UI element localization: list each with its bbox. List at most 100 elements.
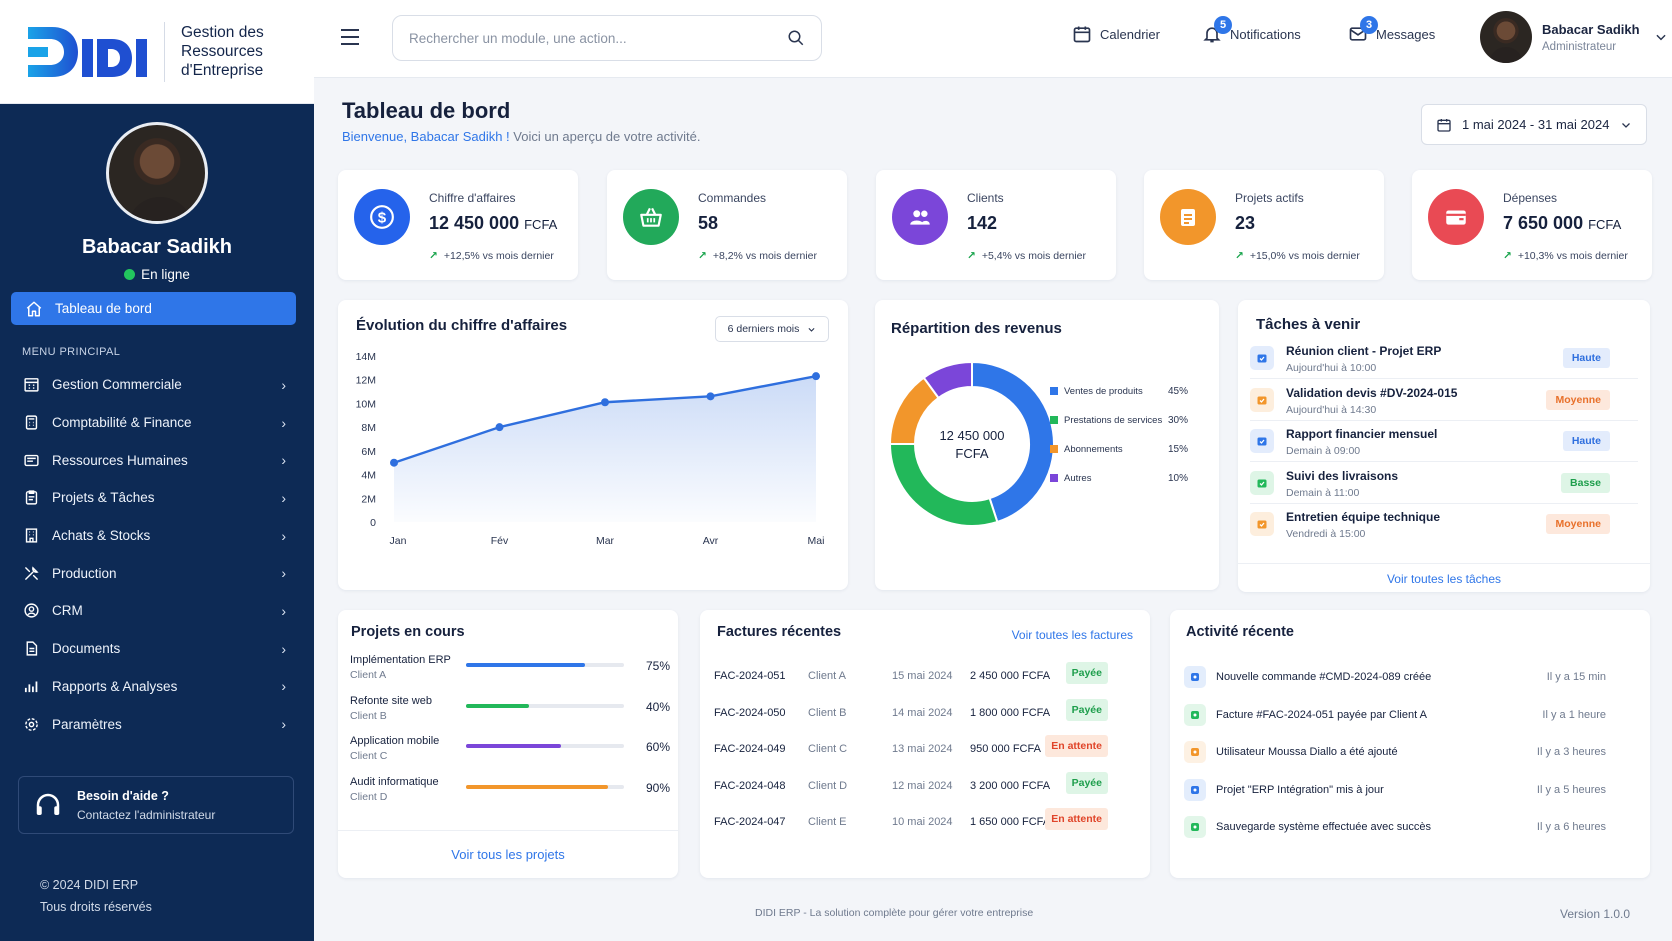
chevron-right-icon: › bbox=[281, 565, 286, 582]
sidebar-item-label: Achats & Stocks bbox=[52, 528, 151, 544]
invoice-id: FAC-2024-051 bbox=[714, 670, 786, 682]
progress-fill bbox=[466, 784, 609, 789]
kpi-trend-text: +8,2% vs mois dernier bbox=[712, 250, 817, 262]
data-point[interactable] bbox=[812, 372, 820, 381]
activity-item[interactable]: Projet "ERP Intégration" mis à jour Il y… bbox=[1184, 777, 1606, 807]
x-tick-label: Avr bbox=[703, 535, 719, 547]
kpi-trend-text: +10,3% vs mois dernier bbox=[1517, 250, 1628, 262]
menu-toggle-button[interactable] bbox=[340, 28, 360, 51]
user-name: Babacar Sadikh bbox=[1542, 21, 1640, 37]
document-icon bbox=[1250, 387, 1274, 412]
task-item[interactable]: Validation devis #DV-2024-015 Aujourd'hu… bbox=[1250, 384, 1610, 428]
project-progress: 90% bbox=[645, 780, 670, 795]
sidebar-item-documents[interactable]: Documents › bbox=[0, 630, 314, 668]
task-time: Aujourd'hui à 10:00 bbox=[1286, 362, 1377, 374]
sidebar-item-rapports[interactable]: Rapports & Analyses › bbox=[0, 668, 314, 706]
project-item[interactable]: Refonte site web Client B 40% bbox=[350, 695, 670, 735]
activity-item[interactable]: Utilisateur Moussa Diallo a été ajouté I… bbox=[1184, 739, 1606, 769]
task-item[interactable]: Suivi des livraisons Demain à 11:00 Bass… bbox=[1250, 467, 1610, 511]
invoice-date: 10 mai 2024 bbox=[892, 816, 953, 828]
messages-button[interactable]: 3 Messages bbox=[1348, 16, 1436, 44]
data-point[interactable] bbox=[706, 392, 715, 401]
donut-slice[interactable] bbox=[971, 360, 1055, 524]
data-point[interactable] bbox=[495, 423, 504, 432]
sidebar-item-label: Comptabilité & Finance bbox=[52, 415, 192, 431]
period-select[interactable]: 6 derniers mois bbox=[715, 316, 829, 342]
profile-status: En ligne bbox=[0, 267, 314, 282]
kpi-card-revenue[interactable]: $ Chiffre d'affaires 12 450 000 FCFA ↗ +1… bbox=[338, 170, 578, 280]
invoice-row[interactable]: FAC-2024-048 Client D 12 mai 2024 3 200 … bbox=[714, 771, 1122, 802]
document-icon bbox=[22, 640, 40, 658]
invoice-id: FAC-2024-050 bbox=[714, 706, 786, 719]
tagline-line: Gestion des bbox=[181, 24, 264, 41]
project-item[interactable]: Implémentation ERP Client A 75% bbox=[350, 654, 670, 694]
help-box[interactable]: Besoin d'aide ? Contactez l'administrate… bbox=[18, 776, 294, 834]
cart-icon bbox=[1184, 666, 1206, 688]
sidebar-item-crm[interactable]: CRM › bbox=[0, 592, 314, 630]
activity-item[interactable]: Facture #FAC-2024-051 payée par Client A… bbox=[1184, 702, 1606, 732]
didi-logo[interactable] bbox=[26, 23, 148, 81]
card-title: Tâches à venir bbox=[1256, 316, 1361, 333]
kpi-card-expenses[interactable]: Dépenses 7 650 000 FCFA ↗ +10,3% vs mois … bbox=[1412, 170, 1652, 280]
view-all-projects-link[interactable]: Voir tous les projets bbox=[451, 847, 565, 862]
sidebar-item-production[interactable]: Production › bbox=[0, 554, 314, 592]
sidebar-item-projets[interactable]: Projets & Tâches › bbox=[0, 479, 314, 517]
invoice-client: Client D bbox=[808, 779, 848, 792]
calendar-icon bbox=[1073, 26, 1091, 43]
area-fill bbox=[394, 376, 816, 522]
sidebar-item-dashboard[interactable]: Tableau de bord bbox=[11, 292, 296, 325]
date-range-picker[interactable]: 1 mai 2024 - 31 mai 2024 bbox=[1421, 104, 1647, 145]
sidebar-item-rh[interactable]: Ressources Humaines › bbox=[0, 441, 314, 479]
invoice-row[interactable]: FAC-2024-047 Client E 10 mai 2024 1 650 … bbox=[714, 808, 1122, 838]
logo-tagline: Gestion des Ressources d'Entreprise bbox=[181, 23, 264, 80]
data-point[interactable] bbox=[390, 458, 398, 467]
kpi-card-orders[interactable]: Commandes 58 ↗ +8,2% vs mois dernier bbox=[607, 170, 847, 280]
card-title: Répartition des revenus bbox=[891, 320, 1062, 337]
task-item[interactable]: Rapport financier mensuel Demain à 09:00… bbox=[1250, 425, 1610, 469]
calendar-button[interactable]: Calendrier bbox=[1072, 24, 1160, 44]
invoice-row[interactable]: FAC-2024-050 Client B 14 mai 2024 1 800 … bbox=[714, 698, 1122, 729]
sidebar-item-comptabilite[interactable]: Comptabilité & Finance › bbox=[0, 404, 314, 442]
invoice-row[interactable]: FAC-2024-051 Client A 15 mai 2024 2 450 … bbox=[714, 662, 1122, 692]
y-tick-label: 2M bbox=[361, 493, 376, 505]
view-all-tasks-link[interactable]: Voir toutes les tâches bbox=[1386, 572, 1502, 586]
mail-wrap: 3 bbox=[1348, 16, 1378, 44]
view-all-invoices-link[interactable]: Voir toutes les factures bbox=[1011, 628, 1133, 642]
search-input[interactable] bbox=[409, 30, 787, 46]
search-box[interactable] bbox=[392, 15, 822, 61]
task-item[interactable]: Entretien équipe technique Vendredi à 15… bbox=[1250, 508, 1610, 552]
sidebar-item-parametres[interactable]: Paramètres › bbox=[0, 705, 314, 743]
activity-item[interactable]: Sauvegarde système effectuée avec succès… bbox=[1184, 814, 1606, 844]
messages-label: Messages bbox=[1376, 26, 1436, 42]
y-tick-label: 8M bbox=[361, 422, 376, 434]
legend-label: Autres bbox=[1064, 473, 1092, 484]
trend-up-icon: ↗ bbox=[967, 250, 976, 262]
project-item[interactable]: Application mobile Client C 60% bbox=[350, 735, 670, 775]
activity-text: Sauvegarde système effectuée avec succès bbox=[1216, 821, 1432, 833]
project-item[interactable]: Audit informatique Client D 90% bbox=[350, 776, 670, 816]
clipboard-icon bbox=[1160, 189, 1216, 245]
notifications-button[interactable]: 5 Notifications bbox=[1202, 16, 1301, 44]
invoice-row[interactable]: FAC-2024-049 Client C 13 mai 2024 950 00… bbox=[714, 735, 1122, 765]
user-add-icon bbox=[1184, 741, 1206, 763]
kpi-card-projects[interactable]: Projets actifs 23 ↗ +15,0% vs mois dernie… bbox=[1144, 170, 1384, 280]
activity-item[interactable]: Nouvelle commande #CMD-2024-089 créée Il… bbox=[1184, 664, 1606, 694]
avatar[interactable] bbox=[106, 122, 208, 224]
sidebar-item-achats[interactable]: Achats & Stocks › bbox=[0, 517, 314, 555]
project-name: Implémentation ERP bbox=[350, 654, 451, 666]
sidebar-item-gestion-commerciale[interactable]: Gestion Commerciale › bbox=[0, 366, 314, 404]
kpi-unit: FCFA bbox=[1588, 217, 1622, 232]
kpi-trend-text: +15,0% vs mois dernier bbox=[1249, 250, 1360, 262]
clipboard-icon bbox=[22, 489, 40, 507]
activity-time: Il y a 6 heures bbox=[1536, 821, 1606, 833]
gear-icon bbox=[22, 715, 40, 733]
search-icon[interactable] bbox=[787, 29, 805, 47]
data-point[interactable] bbox=[601, 398, 609, 407]
task-item[interactable]: Réunion client - Projet ERP Aujourd'hui … bbox=[1250, 342, 1610, 386]
donut-slice[interactable] bbox=[922, 360, 973, 400]
activity-text: Nouvelle commande #CMD-2024-089 créée bbox=[1216, 671, 1432, 683]
user-menu[interactable]: Babacar Sadikh Administrateur bbox=[1480, 11, 1668, 63]
kpi-card-clients[interactable]: Clients 142 ↗ +5,4% vs mois dernier bbox=[876, 170, 1116, 280]
footer-version: Version 1.0.0 bbox=[1560, 907, 1631, 921]
invoice-amount: 2 450 000 FCFA bbox=[970, 670, 1051, 682]
